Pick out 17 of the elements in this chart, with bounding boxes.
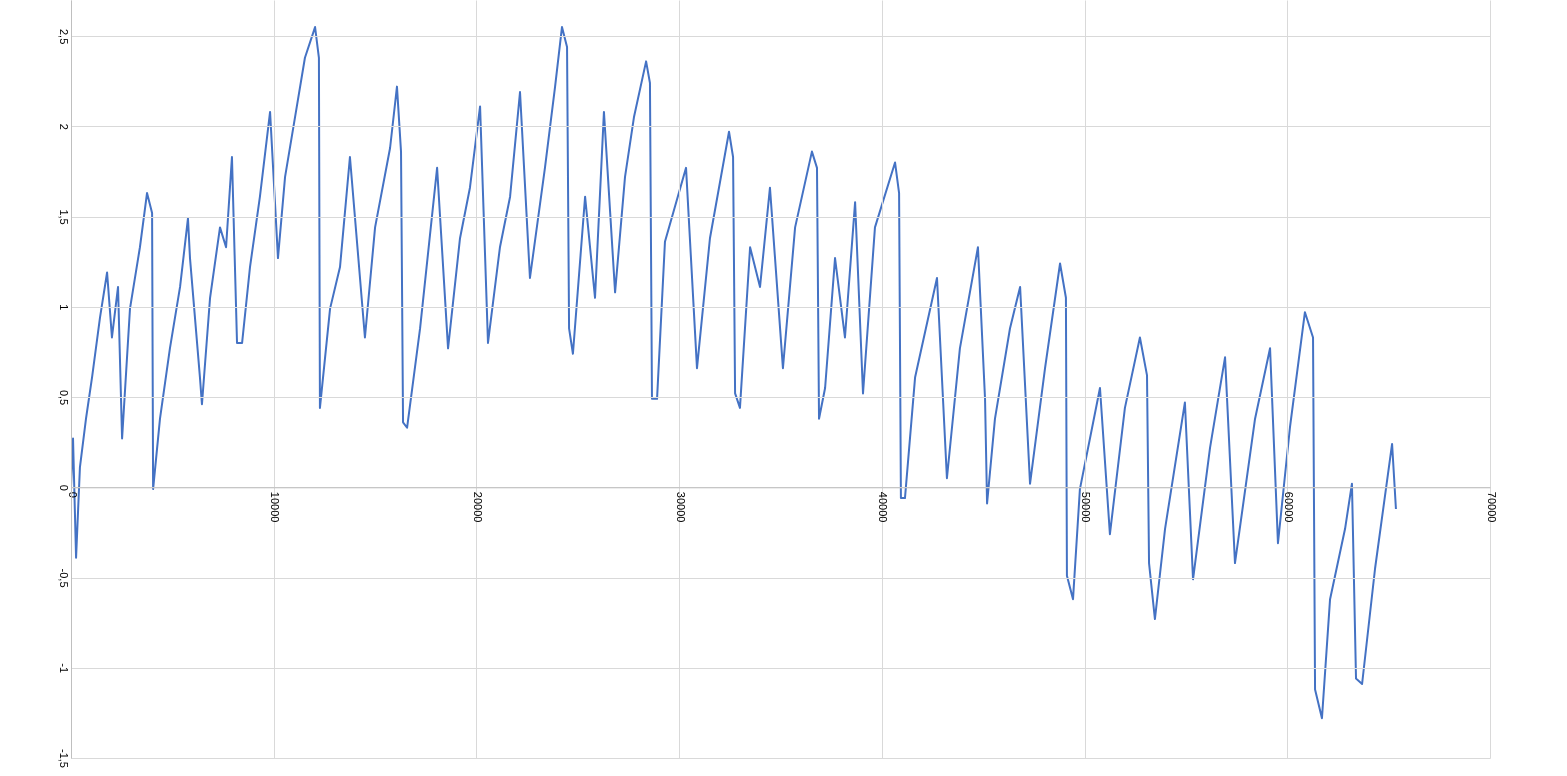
- x-tick-label: 50000: [1080, 491, 1093, 523]
- y-tick-label: -0,5: [57, 568, 70, 588]
- y-tick-label: 1: [57, 304, 70, 311]
- x-tick-label: 70000: [1485, 491, 1498, 523]
- x-tick-label: 30000: [674, 491, 687, 523]
- x-tick-label: 40000: [877, 491, 890, 523]
- x-tick-label: 10000: [269, 491, 282, 523]
- y-tick-label: -1,5: [57, 749, 70, 768]
- x-tick-label: 20000: [471, 491, 484, 523]
- y-tick-label: -1: [57, 663, 70, 674]
- line-series: [71, 26, 1397, 720]
- y-tick-label: 0: [57, 484, 70, 491]
- y-tick-label: 2,5: [57, 28, 70, 45]
- y-tick-label: 1,5: [57, 209, 70, 225]
- x-tick-label: 60000: [1282, 491, 1295, 523]
- y-tick-label: 0,5: [57, 389, 70, 406]
- y-tick-label: 2: [57, 123, 70, 130]
